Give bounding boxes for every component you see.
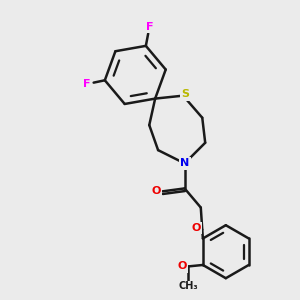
Text: F: F xyxy=(146,22,153,32)
Text: S: S xyxy=(182,89,190,99)
Text: F: F xyxy=(83,79,91,89)
Text: N: N xyxy=(180,158,189,168)
Text: O: O xyxy=(191,223,200,233)
Text: CH₃: CH₃ xyxy=(178,281,198,292)
Text: O: O xyxy=(151,186,161,197)
Text: O: O xyxy=(178,261,187,272)
